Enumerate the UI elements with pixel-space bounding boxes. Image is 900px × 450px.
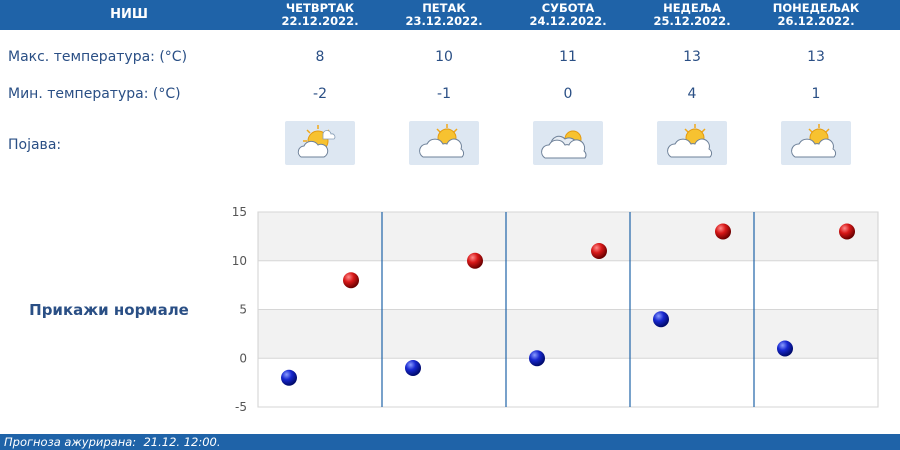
min-temp-value: 1 [811,86,821,102]
header-bar: НИШ ЧЕТВРТАК 22.12.2022. ПЕТАК 23.12.202… [0,0,900,30]
day-name: ПОНЕДЕЉАК [772,1,860,15]
min-temp-point [653,311,669,328]
min-temp-point [529,350,545,367]
forecast-updated-label: Прогноза ажурирана: [4,435,137,449]
day-date: 24.12.2022. [529,14,607,28]
chart-band [258,358,878,407]
max-temp-point [467,252,483,269]
max-temp-value: 11 [559,49,577,65]
min-temp-point [405,360,421,376]
min-temp-point [777,340,793,357]
min-temp-value: 4 [687,86,697,102]
cloudy-sun-icon [533,121,603,165]
max-temp-value: 13 [683,49,701,65]
min-temp-value: -1 [437,86,451,102]
sun-cloud-icon [285,121,355,165]
show-normals-link[interactable]: Прикажи нормале [29,301,189,319]
forecast-updated-value: 21.12. 12:00. [143,435,221,449]
day-name: ЧЕТВРТАК [285,1,355,15]
day-header: НЕДЕЉА 25.12.2022. [630,2,754,28]
footer-bar: Прогноза ажурирана: 21.12. 12:00. [0,434,900,450]
day-header: СУБОТА 24.12.2022. [506,2,630,28]
y-tick-label: -5 [235,400,247,414]
max-temp-value: 10 [435,49,453,65]
max-temp-point [591,243,607,259]
weather-label: Појава: [8,137,62,153]
day-date: 25.12.2022. [653,14,731,28]
min-temp-value: -2 [313,86,327,102]
max-temp-value: 13 [807,49,825,65]
day-date: 23.12.2022. [405,14,483,28]
y-tick-label: 5 [239,303,247,317]
y-tick-label: 0 [239,351,247,365]
day-name: НЕДЕЉА [663,1,721,15]
chart-band [258,260,878,310]
day-name: СУБОТА [541,1,595,15]
max-temp-value: 8 [315,49,325,65]
max-temp-point [715,223,731,240]
min-temp-value: 0 [563,86,573,102]
city-name: НИШ [110,7,148,22]
day-date: 26.12.2022. [777,14,855,28]
chart-band [258,309,878,359]
temperature-chart: 15 10 5 0 -5 [232,205,879,414]
max-temp-label: Макс. температура: (°C) [8,49,188,65]
day-date: 22.12.2022. [281,14,359,28]
y-tick-label: 10 [232,254,247,268]
day-name: ПЕТАК [422,1,466,15]
min-temp-label: Мин. температура: (°C) [8,86,181,102]
chart-band [258,212,878,261]
day-header: ЧЕТВРТАК 22.12.2022. [258,2,382,28]
max-temp-point [839,223,855,240]
y-tick-label: 15 [232,205,247,219]
max-temp-point [343,272,359,289]
partly-cloudy-icon [409,121,479,165]
day-header: ПЕТАК 23.12.2022. [382,2,506,28]
partly-cloudy-icon [781,121,851,165]
partly-cloudy-icon [657,121,727,165]
min-temp-point [281,369,297,386]
day-header: ПОНЕДЕЉАК 26.12.2022. [754,2,878,28]
